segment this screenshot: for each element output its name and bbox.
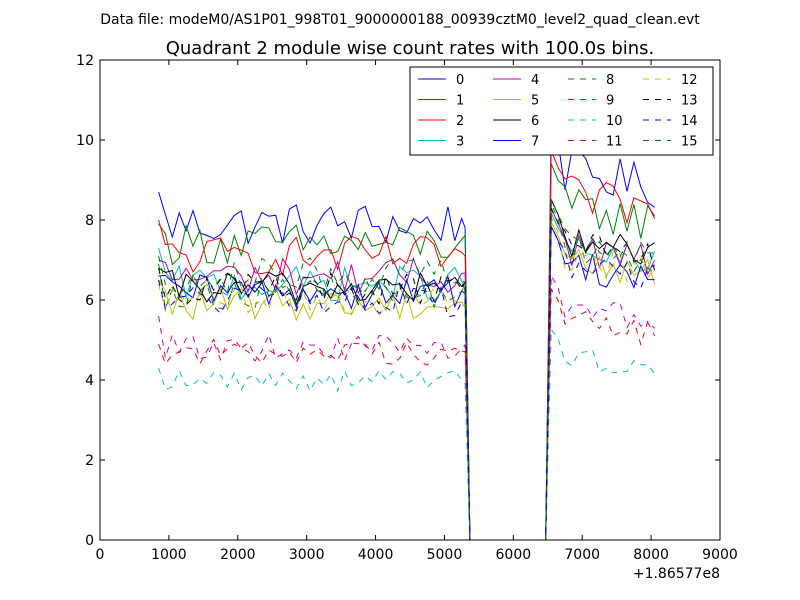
legend-label-6: 6 [531, 114, 539, 129]
y-tick-label: 8 [85, 213, 94, 229]
series-1-line [158, 163, 656, 541]
x-tick-label: 1000 [151, 547, 187, 563]
axes-layer: 0 1000 2000 3000 4000 5000 6000 7000 8000 9000 0 2 4… [76, 53, 738, 563]
x-tick-label: 5000 [427, 547, 463, 563]
x-offset-label: +1.86577e8 [633, 566, 720, 582]
legend-label-5: 5 [531, 94, 539, 109]
series-13-line [158, 208, 656, 541]
legend-label-3: 3 [456, 135, 464, 150]
series-6-line [158, 199, 655, 541]
chart-title: Quadrant 2 module wise count rates with … [166, 38, 655, 59]
legend-label-7: 7 [531, 135, 539, 150]
x-tick-label: 2000 [220, 547, 256, 563]
legend-label-15: 15 [681, 135, 698, 150]
y-tick-label: 6 [85, 293, 94, 309]
series-10-line [158, 327, 655, 541]
series-2-line [158, 150, 656, 541]
series-12-line [158, 217, 656, 541]
y-tick-label: 12 [76, 53, 94, 69]
series-14-line [158, 226, 655, 541]
x-tick-label: 4000 [358, 547, 394, 563]
series-5-line [158, 221, 656, 541]
series-layer [158, 123, 656, 541]
x-tick-label: 8000 [633, 547, 669, 563]
legend-label-8: 8 [606, 73, 614, 88]
legend-box [409, 66, 714, 156]
series-11-line [158, 273, 656, 541]
series-4-line [158, 208, 656, 541]
y-tick-label: 4 [85, 373, 94, 389]
x-tick-label: 0 [96, 547, 105, 563]
series-15-line [158, 199, 655, 541]
series-9-line [158, 287, 655, 541]
legend-label-11: 11 [606, 135, 623, 150]
legend-label-10: 10 [606, 114, 623, 129]
y-tick-label: 0 [85, 533, 94, 549]
y-tick-label: 2 [85, 453, 94, 469]
series-0-line [158, 123, 655, 541]
legend-label-13: 13 [681, 94, 698, 109]
legend-label-4: 4 [531, 73, 539, 88]
y-tick-label: 10 [76, 133, 94, 149]
legend-label-9: 9 [606, 94, 614, 109]
x-tick-label: 3000 [289, 547, 325, 563]
legend-label-0: 0 [456, 73, 464, 88]
x-tick-label: 9000 [702, 547, 738, 563]
legend-label-14: 14 [681, 114, 698, 129]
legend-label-1: 1 [456, 94, 464, 109]
chart-suptitle: Data file: modeM0/AS1P01_998T01_90000001… [100, 12, 700, 28]
x-tick-label: 6000 [496, 547, 532, 563]
legend-label-12: 12 [681, 73, 698, 88]
x-tick-label: 7000 [564, 547, 600, 563]
legend-label-2: 2 [456, 114, 464, 129]
series-7-line [158, 226, 655, 541]
